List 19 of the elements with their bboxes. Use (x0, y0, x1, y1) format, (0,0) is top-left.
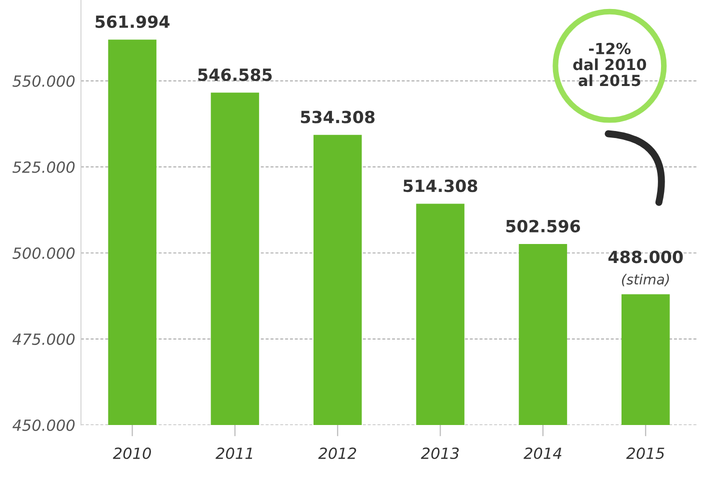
data-label: 514.308 (404, 180, 478, 192)
data-label: 488.000 (608, 250, 683, 264)
x-tick-label: 2013 (420, 448, 459, 460)
y-tick-label: 525.000 (12, 161, 75, 173)
x-tick-label: 2014 (524, 448, 562, 460)
data-label: 561.994 (96, 15, 170, 28)
annotation: -12% dal 2010 al 2015 (573, 42, 646, 86)
annotation: (stima) (622, 274, 669, 286)
y-tick-label: 500.000 (12, 247, 75, 259)
y-tick-label: 450.000 (12, 419, 75, 432)
data-label: 546.585 (198, 68, 272, 82)
y-tick-label: 475.000 (12, 333, 75, 345)
x-tick-label: 2012 (318, 448, 356, 460)
y-tick-label: 550.000 (12, 75, 75, 87)
data-label: 534.308 (300, 110, 375, 124)
x-tick-label: 2010 (112, 448, 151, 460)
x-tick-label: 2011 (216, 448, 252, 460)
x-tick-label: 2015 (626, 448, 664, 460)
data-label: 502.596 (506, 220, 580, 232)
